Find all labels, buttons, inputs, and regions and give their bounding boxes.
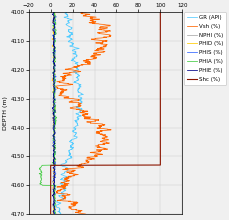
Y-axis label: DEPTH (m): DEPTH (m) (3, 96, 8, 130)
GR (API) (78, 75, 81, 77)
PHIA (%) (53, 75, 55, 77)
Vsh (%) (89, 60, 91, 63)
Shc (%) (49, 193, 52, 196)
PHIA (%) (54, 60, 57, 63)
Line: PHIS (%): PHIS (%) (53, 12, 56, 214)
Line: Vsh (%): Vsh (%) (56, 12, 111, 214)
Line: NPHI (%): NPHI (%) (52, 12, 56, 214)
Shc (%) (159, 143, 162, 146)
Shc (%) (159, 68, 162, 70)
NPHI (%) (53, 213, 55, 216)
PHID (%) (53, 143, 56, 146)
PHIE (%) (52, 60, 55, 63)
PHID (%) (52, 168, 55, 171)
Vsh (%) (85, 213, 87, 216)
Line: PHID (%): PHID (%) (52, 12, 55, 214)
PHIE (%) (52, 68, 55, 70)
NPHI (%) (53, 193, 56, 196)
NPHI (%) (53, 143, 56, 146)
Shc (%) (49, 168, 52, 171)
PHIE (%) (52, 75, 55, 77)
PHID (%) (52, 11, 55, 13)
PHIS (%) (54, 75, 57, 77)
GR (API) (67, 168, 70, 171)
PHID (%) (52, 193, 55, 196)
PHID (%) (52, 75, 55, 77)
PHIA (%) (39, 168, 41, 171)
PHIA (%) (55, 213, 57, 216)
GR (API) (76, 68, 79, 70)
PHID (%) (52, 60, 55, 63)
PHIS (%) (53, 68, 56, 70)
Line: Shc (%): Shc (%) (51, 12, 160, 214)
PHIA (%) (53, 11, 56, 13)
GR (API) (73, 60, 76, 63)
Shc (%) (159, 60, 162, 63)
Shc (%) (49, 213, 52, 216)
Vsh (%) (66, 68, 69, 70)
PHIA (%) (52, 143, 55, 146)
PHIS (%) (53, 143, 55, 146)
PHIA (%) (53, 68, 56, 70)
Legend: GR (API), Vsh (%), NPHI (%), PHID (%), PHIS (%), PHIA (%), PHIE (%), Shc (%): GR (API), Vsh (%), NPHI (%), PHID (%), P… (184, 12, 226, 85)
NPHI (%) (53, 68, 55, 70)
GR (API) (63, 193, 65, 196)
PHID (%) (52, 68, 55, 70)
Shc (%) (159, 11, 162, 13)
GR (API) (65, 11, 67, 13)
NPHI (%) (52, 75, 55, 77)
PHIE (%) (52, 143, 55, 146)
Line: PHIA (%): PHIA (%) (39, 12, 57, 214)
PHIS (%) (53, 168, 56, 171)
NPHI (%) (52, 11, 55, 13)
Vsh (%) (97, 143, 100, 146)
PHIS (%) (53, 193, 56, 196)
Vsh (%) (66, 193, 68, 196)
PHIE (%) (53, 193, 56, 196)
PHIE (%) (53, 11, 55, 13)
Vsh (%) (61, 168, 64, 171)
PHIE (%) (53, 168, 56, 171)
NPHI (%) (53, 60, 56, 63)
PHIS (%) (52, 60, 55, 63)
PHIS (%) (52, 11, 55, 13)
Vsh (%) (85, 11, 87, 13)
GR (API) (58, 213, 61, 216)
PHID (%) (53, 213, 55, 216)
Vsh (%) (63, 75, 65, 77)
PHIA (%) (54, 193, 57, 196)
GR (API) (71, 143, 74, 146)
PHIS (%) (53, 213, 56, 216)
PHIE (%) (53, 213, 56, 216)
Shc (%) (159, 75, 162, 77)
Line: GR (API): GR (API) (55, 12, 83, 214)
Line: PHIE (%): PHIE (%) (52, 12, 55, 214)
NPHI (%) (53, 168, 56, 171)
